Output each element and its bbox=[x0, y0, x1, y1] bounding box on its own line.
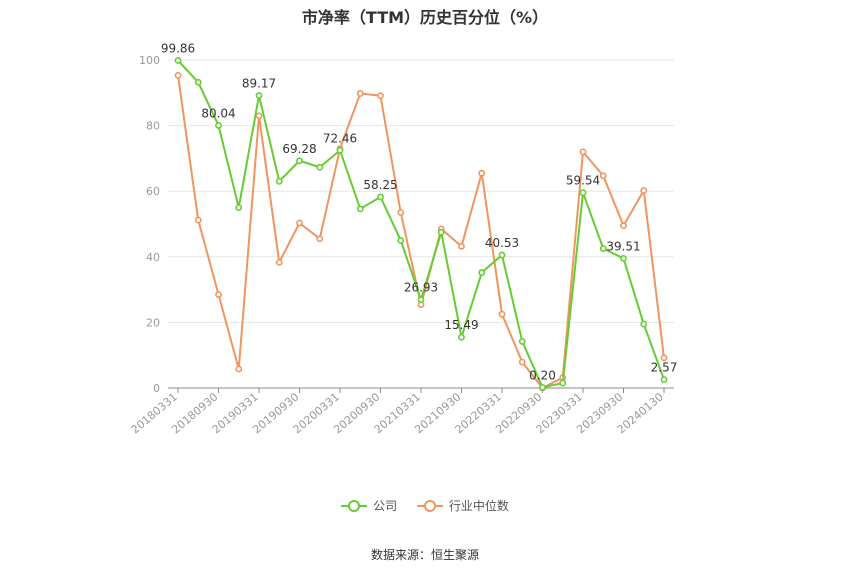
data-point-company bbox=[316, 163, 324, 171]
data-label: 15.49 bbox=[444, 318, 478, 332]
data-point-industry bbox=[235, 365, 243, 373]
data-label: 89.17 bbox=[242, 77, 276, 91]
data-point-industry bbox=[174, 72, 182, 79]
data-point-company bbox=[417, 296, 425, 304]
data-point-industry bbox=[377, 92, 384, 100]
legend-label-industry: 行业中位数 bbox=[448, 499, 509, 513]
data-point-industry bbox=[194, 216, 202, 224]
data-point-company bbox=[640, 320, 648, 328]
data-label: 2.57 bbox=[651, 361, 678, 375]
data-point-company bbox=[559, 379, 567, 387]
data-point-company bbox=[660, 376, 668, 383]
data-label: 59.54 bbox=[566, 174, 600, 188]
data-point-industry bbox=[599, 172, 607, 180]
data-point-industry bbox=[498, 310, 506, 318]
data-label: 40.53 bbox=[485, 236, 519, 250]
data-point-company bbox=[174, 57, 182, 64]
data-point-company bbox=[296, 157, 303, 165]
data-point-company bbox=[336, 146, 344, 154]
data-point-company bbox=[599, 245, 607, 252]
data-point-company bbox=[437, 228, 445, 236]
legend-item-company[interactable]: 公司 bbox=[341, 497, 397, 514]
data-point-industry bbox=[640, 187, 648, 194]
legend-swatch-company bbox=[341, 499, 368, 513]
legend-item-industry[interactable]: 行业中位数 bbox=[416, 497, 509, 514]
data-point-company bbox=[620, 255, 627, 262]
data-point-company bbox=[579, 189, 587, 197]
data-point-company bbox=[539, 383, 546, 391]
legend: 公司 行业中位数 bbox=[0, 497, 850, 516]
data-point-industry bbox=[215, 291, 222, 298]
data-point-company bbox=[397, 236, 405, 244]
data-point-industry bbox=[620, 222, 627, 230]
data-point-industry bbox=[356, 90, 364, 97]
data-label: 26.93 bbox=[404, 281, 438, 295]
legend-swatch-industry bbox=[416, 499, 443, 513]
data-point-company bbox=[235, 204, 243, 211]
data-point-company bbox=[377, 193, 384, 201]
data-label: 72.46 bbox=[323, 131, 357, 145]
data-point-company bbox=[275, 177, 283, 185]
y-tick-label: 60 bbox=[146, 185, 160, 198]
data-point-company bbox=[194, 78, 202, 86]
data-point-company bbox=[498, 251, 506, 259]
data-point-industry bbox=[478, 169, 486, 177]
y-tick-label: 40 bbox=[146, 251, 160, 264]
data-label: 0.20 bbox=[529, 368, 556, 382]
data-point-industry bbox=[296, 219, 303, 227]
data-label: 80.04 bbox=[201, 106, 235, 120]
data-point-industry bbox=[316, 235, 324, 243]
y-tick-label: 0 bbox=[153, 382, 160, 395]
data-label: 69.28 bbox=[282, 142, 316, 156]
legend-label-company: 公司 bbox=[373, 499, 398, 513]
data-point-industry bbox=[255, 112, 263, 120]
data-point-industry bbox=[275, 258, 283, 266]
y-tick-label: 80 bbox=[146, 120, 160, 133]
series-layer bbox=[174, 57, 668, 392]
data-point-company bbox=[215, 122, 222, 129]
data-point-industry bbox=[579, 148, 587, 156]
chart-title: 市净率（TTM）历史百分位（%） bbox=[301, 8, 549, 27]
data-point-company bbox=[255, 92, 263, 99]
data-point-company bbox=[518, 338, 526, 345]
label-layer: 99.86 80.04 89.17 69.28 72.46 58.25 26.93 15.49… bbox=[161, 41, 678, 382]
data-point-industry bbox=[660, 354, 668, 362]
y-tick-label: 20 bbox=[146, 316, 160, 329]
data-label: 99.86 bbox=[161, 41, 195, 55]
y-tick-label: 100 bbox=[139, 54, 160, 67]
data-label: 58.25 bbox=[363, 178, 397, 192]
data-label: 39.51 bbox=[606, 239, 640, 253]
series-line-industry bbox=[177, 75, 665, 389]
data-point-company bbox=[478, 269, 486, 276]
data-point-company bbox=[356, 205, 364, 213]
data-point-industry bbox=[458, 242, 465, 250]
data-point-company bbox=[458, 333, 465, 341]
data-point-industry bbox=[397, 209, 405, 216]
data-point-industry bbox=[518, 358, 526, 366]
source-note: 数据来源：恒生聚源 bbox=[370, 548, 479, 562]
